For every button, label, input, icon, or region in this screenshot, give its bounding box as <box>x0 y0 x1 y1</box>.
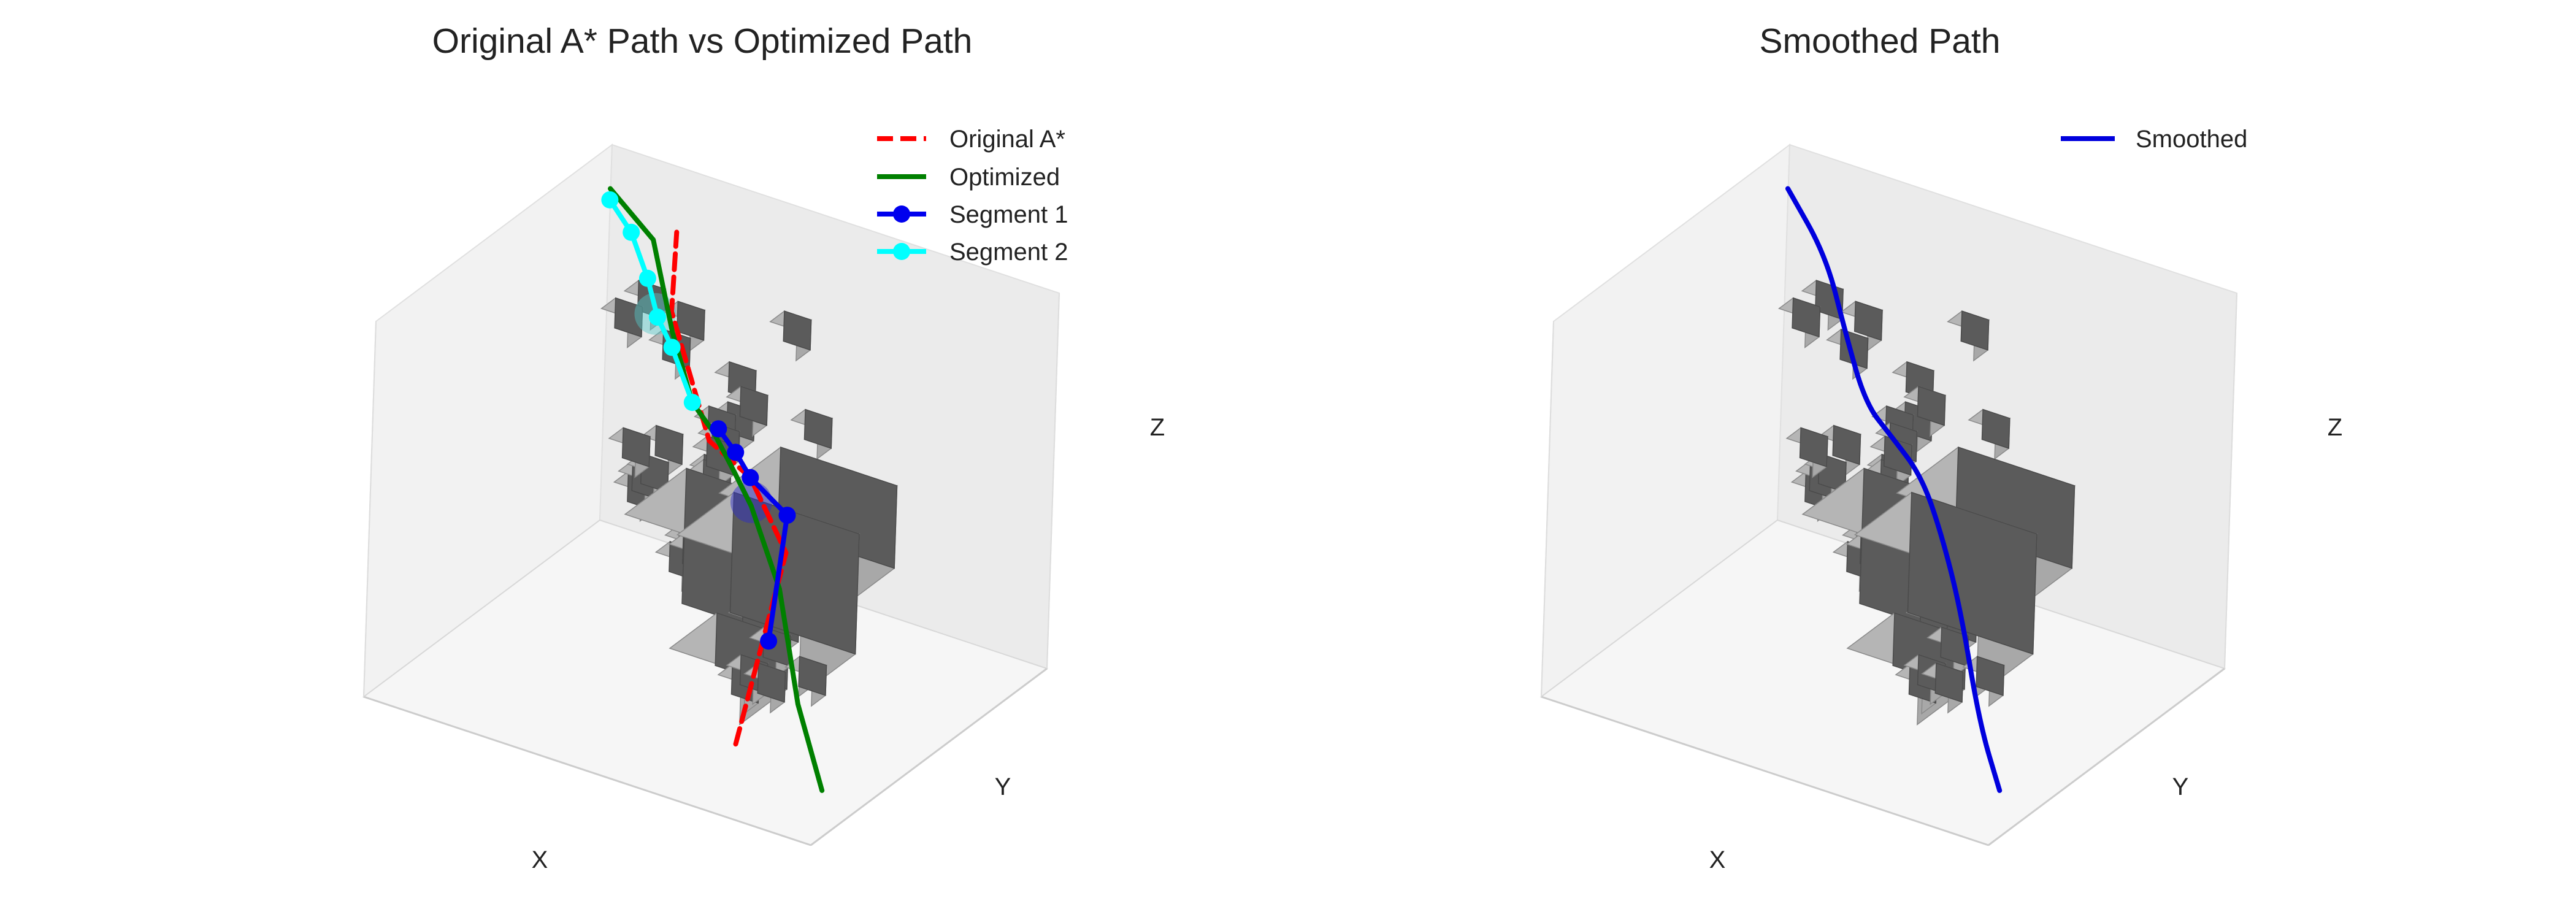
series-line-smoothed <box>1785 186 2003 793</box>
y-axis-line <box>810 667 1048 846</box>
legend-label-segment-1: Segment 1 <box>949 201 1068 228</box>
pane-edge <box>1541 321 1554 697</box>
obstacle-side <box>1981 408 2011 450</box>
obstacle-box <box>1962 656 2006 707</box>
legend: Smoothed <box>2061 126 2247 153</box>
series-marker-segment-1 <box>710 420 727 438</box>
obstacle-side <box>1799 427 1828 467</box>
series-marker-segment-1 <box>778 507 796 524</box>
axes-3d-smoothed <box>1539 143 2238 846</box>
obstacle-box <box>769 310 813 362</box>
legend-marker-segment-2 <box>893 243 910 260</box>
y-axis-label: Y <box>995 773 1011 800</box>
plot-title: Original A* Path vs Optimized Path <box>432 21 973 61</box>
obstacle-box <box>1921 662 1965 714</box>
obstacle-side <box>1792 297 1821 338</box>
legend-label-optimized: Optimized <box>949 164 1060 191</box>
series-marker-segment-2 <box>648 309 666 326</box>
series-marker-segment-2 <box>623 223 640 241</box>
series-marker-segment-2 <box>638 269 656 287</box>
obstacle-side <box>798 656 827 696</box>
series-marker-segment-2 <box>663 339 681 356</box>
y-axis-label: Y <box>2172 773 2189 800</box>
obstacle-side <box>614 297 643 338</box>
obstacle-box <box>600 297 644 349</box>
legend-marker-segment-1 <box>893 205 910 223</box>
axes-3d-optimized <box>362 143 1060 846</box>
obstacle-box <box>608 427 651 478</box>
x-axis-label: X <box>532 846 548 873</box>
obstacle-side <box>654 424 684 466</box>
series-line-optimized <box>608 186 825 793</box>
obstacle-side <box>676 301 705 341</box>
pane-edge <box>2224 293 2237 669</box>
obstacle-side <box>1960 310 1990 351</box>
series-marker-segment-2 <box>601 191 619 209</box>
obstacle-side <box>783 310 812 351</box>
obstacle-box <box>1840 301 1884 352</box>
plot-title: Smoothed Path <box>1760 21 2001 61</box>
pane-edge <box>1046 293 1060 669</box>
obstacle-side <box>1917 385 1946 426</box>
series-marker-segment-2 <box>683 394 701 412</box>
x-axis-line <box>1541 696 1989 846</box>
legend-label-smoothed: Smoothed <box>2136 126 2247 153</box>
obstacle-box <box>1947 310 1990 362</box>
obstacle-side <box>1934 662 1964 703</box>
pane-edge <box>363 321 377 697</box>
obstacle-side <box>1976 656 2005 696</box>
obstacle-side <box>1832 424 1861 466</box>
series-marker-segment-1 <box>727 443 745 461</box>
y-axis-line <box>1988 667 2225 846</box>
plot-optimized: Original A* Path vs Optimized Path X Y Z… <box>362 21 1165 873</box>
obstacle-box <box>1785 427 1829 478</box>
obstacle-box <box>726 385 769 437</box>
obstacle-box <box>1819 424 1862 476</box>
obstacle-side <box>1883 435 1912 476</box>
z-axis-label: Z <box>2328 414 2342 441</box>
legend-label-original: Original A* <box>949 126 1065 153</box>
legend: Original A* Optimized Segment 1 Segment … <box>877 126 1068 266</box>
series-marker-segment-1 <box>760 632 778 650</box>
x-axis-line <box>363 696 811 846</box>
obstacle-box <box>1968 408 2011 460</box>
plot-smoothed: Smoothed Path X Y Z Smoothed <box>1539 21 2342 873</box>
z-axis-label: Z <box>1150 414 1165 441</box>
x-axis-label: X <box>1709 846 1726 873</box>
obstacle-box <box>1777 297 1822 349</box>
obstacle-side <box>1853 301 1883 341</box>
obstacle-box <box>790 408 834 460</box>
obstacle-side <box>803 408 833 450</box>
obstacle-side <box>621 427 651 467</box>
obstacle-box <box>641 424 684 476</box>
legend-label-segment-2: Segment 2 <box>949 239 1068 266</box>
obstacle-side <box>739 385 769 426</box>
obstacle-box <box>784 656 828 707</box>
obstacle-box <box>1903 385 1947 437</box>
series-marker-segment-1 <box>742 469 759 486</box>
